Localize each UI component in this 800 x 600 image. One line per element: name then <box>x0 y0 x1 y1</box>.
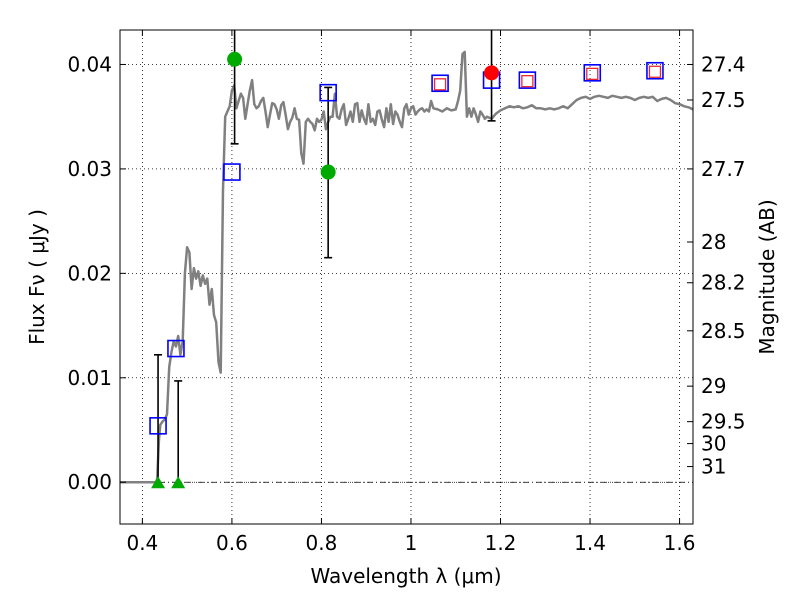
x-tick-label: 1.4 <box>574 531 606 555</box>
blue-square-marker <box>167 339 185 358</box>
error-bars <box>154 30 496 483</box>
magnitude-tick-label: 29 <box>701 374 726 398</box>
x-tick-label: 1.6 <box>664 531 696 555</box>
blue-square-marker <box>319 83 337 102</box>
x-tick-label: 1.2 <box>485 531 517 555</box>
red-square-marker <box>433 78 447 91</box>
red-square-marker <box>648 65 662 78</box>
green-circle-marker <box>320 164 336 180</box>
x-tick-label: 0.4 <box>126 531 158 555</box>
blue-square-marker <box>223 163 241 181</box>
photometry-markers <box>149 51 664 489</box>
green-triangle-marker <box>171 476 186 489</box>
y-axis-ticks: 0.00 0.01 0.02 0.03 0.04 <box>67 52 126 494</box>
magnitude-tick-label: 27.7 <box>701 157 746 181</box>
magnitude-tick-label: 29.5 <box>701 410 746 434</box>
y-tick-label: 0.04 <box>67 52 112 76</box>
red-square-marker <box>586 67 599 81</box>
y-tick-label: 0.03 <box>67 157 112 181</box>
magnitude-tick-label: 28.2 <box>701 271 746 295</box>
y-axis-label: Flux Fν ( μJy ) <box>25 209 49 345</box>
y-tick-label: 0.00 <box>67 470 112 494</box>
magnitude-tick-label: 28 <box>701 230 726 254</box>
blue-square-marker <box>518 71 537 89</box>
x-axis-label: Wavelength λ (μm) <box>310 564 501 588</box>
x-tick-label: 0.6 <box>216 531 248 555</box>
red-square-marker <box>521 75 534 88</box>
blue-square-marker <box>431 74 449 93</box>
blue-square-marker <box>149 417 167 435</box>
y-tick-label: 0.02 <box>67 261 112 285</box>
magnitude-tick-label: 31 <box>701 455 726 479</box>
plot-frame <box>119 29 694 525</box>
magnitude-tick-label: 28.5 <box>701 319 746 343</box>
blue-square-marker <box>646 61 664 80</box>
magnitude-tick-label: 27.5 <box>701 88 746 112</box>
magnitude-tick-label: 27.4 <box>701 52 746 76</box>
magnitude-axis-label: Magnitude (AB) <box>755 199 779 354</box>
green-triangle-marker <box>151 476 166 489</box>
model-spectrum <box>120 50 694 484</box>
x-axis-ticks: 0.4 0.6 0.8 1 1.2 1.4 1.6 <box>126 30 695 555</box>
green-circle-marker <box>227 51 243 67</box>
y-tick-label: 0.01 <box>67 366 112 390</box>
red-circle-marker <box>484 65 500 81</box>
spectrum-line <box>120 50 694 484</box>
x-tick-label: 1 <box>405 531 418 555</box>
x-tick-label: 0.8 <box>306 531 338 555</box>
blue-square-marker <box>583 64 602 82</box>
magnitude-tick-label: 30 <box>701 432 726 456</box>
